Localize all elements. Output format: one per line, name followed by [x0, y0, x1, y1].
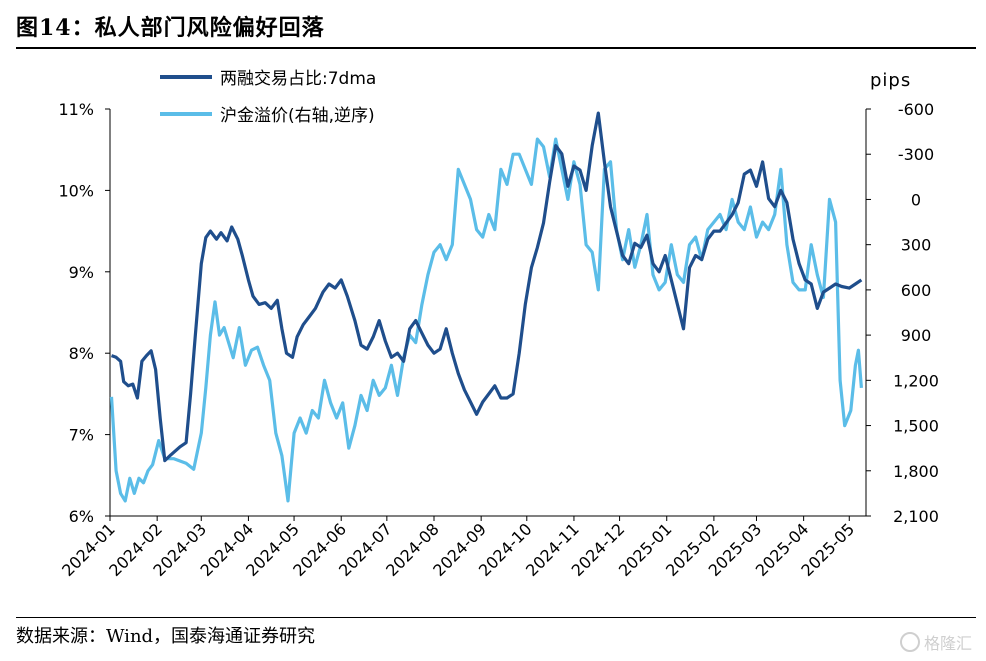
left-tick-label: 9%: [69, 263, 94, 282]
right-tick-label: 1,500: [893, 417, 939, 436]
title-divider: [16, 47, 976, 49]
right-tick-label: 600: [901, 281, 932, 300]
legend-label-series2: 沪金溢价(右轴,逆序): [220, 106, 375, 126]
source-divider: [16, 617, 976, 618]
right-tick-label: 2,100: [893, 507, 939, 526]
left-tick-label: 7%: [69, 426, 94, 445]
legend: 两融交易占比:7dma 沪金溢价(右轴,逆序): [160, 69, 376, 126]
watermark-logo-icon: [899, 632, 920, 652]
axes-group: 6% 7% 8% 9% 10% 11% -600 -300 0 300 600 900 1,200 1,5…: [58, 100, 939, 580]
watermark-text: 格隆汇: [923, 634, 972, 653]
right-tick-label: 300: [901, 236, 932, 255]
left-tick-label: 6%: [69, 507, 94, 526]
series-line-gold-premium: [109, 137, 863, 503]
source-note: 数据来源：Wind，国泰海通证券研究: [16, 626, 316, 647]
right-tick-label: 900: [901, 326, 932, 345]
series-line-margin-trading: [110, 111, 863, 463]
right-tick-label: 0: [911, 190, 921, 209]
legend-label-series1: 两融交易占比:7dma: [220, 69, 376, 89]
page-title: 图14：私人部门风险偏好回落: [16, 15, 325, 41]
right-tick-label: 1,200: [893, 371, 939, 390]
plot-group: [109, 111, 863, 503]
left-tick-label: 11%: [58, 100, 94, 119]
right-axis-unit: pips: [870, 70, 911, 91]
watermark: 格隆汇: [899, 630, 972, 654]
right-tick-label: -600: [898, 100, 934, 119]
right-tick-label: -300: [898, 145, 934, 164]
left-tick-label: 10%: [58, 181, 94, 200]
left-tick-label: 8%: [69, 344, 94, 363]
right-tick-label: 1,800: [893, 462, 939, 481]
